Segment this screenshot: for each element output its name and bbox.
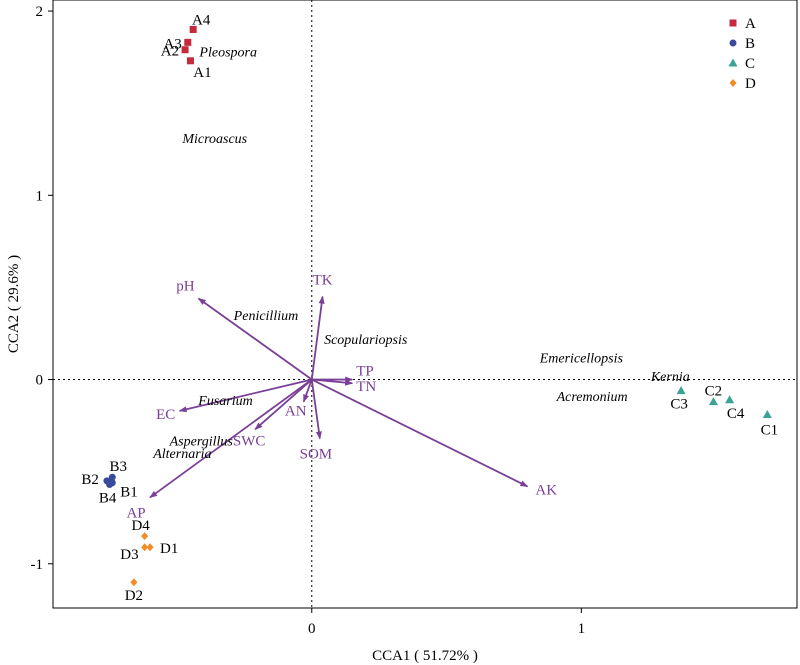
species-label-pleospora: Pleospora bbox=[198, 46, 257, 61]
point-d1 bbox=[146, 543, 154, 552]
species-label-scopulariopsis: Scopulariopsis bbox=[324, 333, 408, 348]
axis-ticks: 0 1 -1 0 1 2 bbox=[31, 4, 586, 637]
env-arrow-an bbox=[302, 379, 313, 403]
point-label-d4: D4 bbox=[131, 518, 150, 534]
point-label-c4: C4 bbox=[727, 406, 745, 422]
species-label-aspergillus: Aspergillus bbox=[169, 434, 234, 449]
point-label-b2: B2 bbox=[81, 472, 99, 488]
point-label-d2: D2 bbox=[125, 588, 143, 604]
env-label-swc: SWC bbox=[233, 433, 266, 449]
env-label-an: AN bbox=[285, 404, 307, 420]
env-label-tn: TN bbox=[356, 379, 376, 395]
y-tick-label: 0 bbox=[36, 373, 44, 389]
point-label-a2: A2 bbox=[161, 44, 179, 60]
species-label-penicillium: Penicillium bbox=[233, 309, 299, 324]
env-label-ak: AK bbox=[535, 482, 557, 498]
legend-label-d: D bbox=[745, 76, 756, 92]
env-arrow-ak bbox=[311, 378, 529, 488]
legend-marker-c bbox=[728, 58, 738, 67]
point-label-a4: A4 bbox=[192, 12, 211, 28]
legend-label-b: B bbox=[745, 36, 755, 52]
point-c3 bbox=[676, 386, 686, 395]
reference-lines bbox=[53, 0, 797, 608]
point-label-c2: C2 bbox=[705, 384, 723, 400]
y-axis-title: CCA2 ( 29.6% ) bbox=[6, 255, 22, 353]
species-label-emericellopsis: Emericellopsis bbox=[539, 351, 624, 366]
point-c4 bbox=[725, 395, 735, 404]
y-tick-label: 1 bbox=[36, 188, 44, 204]
env-label-ec: EC bbox=[156, 407, 175, 423]
point-label-d3: D3 bbox=[120, 547, 138, 563]
env-label-ap: AP bbox=[126, 505, 145, 521]
species-label-kernia: Kernia bbox=[650, 370, 690, 385]
point-a1 bbox=[186, 57, 194, 65]
point-b3 bbox=[108, 473, 116, 481]
plot-frame bbox=[52, 0, 798, 609]
point-label-a3: A3 bbox=[163, 36, 181, 52]
x-axis-title: CCA1 ( 51.72% ) bbox=[372, 648, 478, 664]
legend-label-c: C bbox=[745, 56, 755, 72]
point-a4 bbox=[189, 25, 197, 33]
legend-marker-d bbox=[729, 79, 737, 87]
point-label-c3: C3 bbox=[670, 397, 688, 413]
legend-label-a: A bbox=[745, 16, 756, 32]
env-label-tk: TK bbox=[313, 273, 333, 289]
point-label-b4: B4 bbox=[99, 491, 117, 507]
y-tick-label: -1 bbox=[31, 557, 44, 573]
point-c1 bbox=[762, 410, 772, 419]
env-label-som: SOM bbox=[300, 446, 333, 462]
point-c2 bbox=[708, 397, 718, 406]
env-label-tp: TP bbox=[356, 364, 374, 380]
env-arrow-ec bbox=[178, 378, 312, 413]
point-label-a1: A1 bbox=[193, 65, 211, 81]
env-label-ph: pH bbox=[176, 278, 195, 294]
point-label-b1: B1 bbox=[120, 485, 138, 501]
point-label-b3: B3 bbox=[110, 459, 128, 475]
point-a3 bbox=[184, 38, 192, 46]
env-arrow-ap bbox=[149, 378, 313, 499]
env-arrow-swc bbox=[254, 378, 313, 430]
point-b4 bbox=[106, 481, 114, 489]
x-tick-label: 0 bbox=[308, 621, 316, 637]
species-label-fusarium: Fusarium bbox=[197, 394, 252, 409]
env-arrow-som bbox=[310, 379, 322, 440]
species-label-alternaria: Alternaria bbox=[152, 447, 211, 462]
legend-marker-b bbox=[729, 39, 737, 47]
env-arrow-tk bbox=[310, 295, 325, 380]
point-d4 bbox=[141, 532, 149, 541]
species-label-acremonium: Acremonium bbox=[556, 390, 628, 405]
point-a2 bbox=[181, 46, 189, 54]
legend-marker-a bbox=[729, 19, 737, 27]
point-d3 bbox=[141, 543, 149, 552]
y-tick-label: 2 bbox=[36, 4, 44, 20]
point-label-d1: D1 bbox=[160, 541, 178, 557]
env-arrow-ph bbox=[197, 297, 313, 381]
env-arrow-tn bbox=[311, 378, 354, 386]
species-label-microascus: Microascus bbox=[181, 132, 247, 147]
species-labels: Pleospora Microascus Penicillium Scopulario… bbox=[152, 46, 690, 463]
point-label-c1: C1 bbox=[761, 423, 779, 439]
x-tick-label: 1 bbox=[578, 621, 586, 637]
point-d2 bbox=[130, 578, 138, 587]
